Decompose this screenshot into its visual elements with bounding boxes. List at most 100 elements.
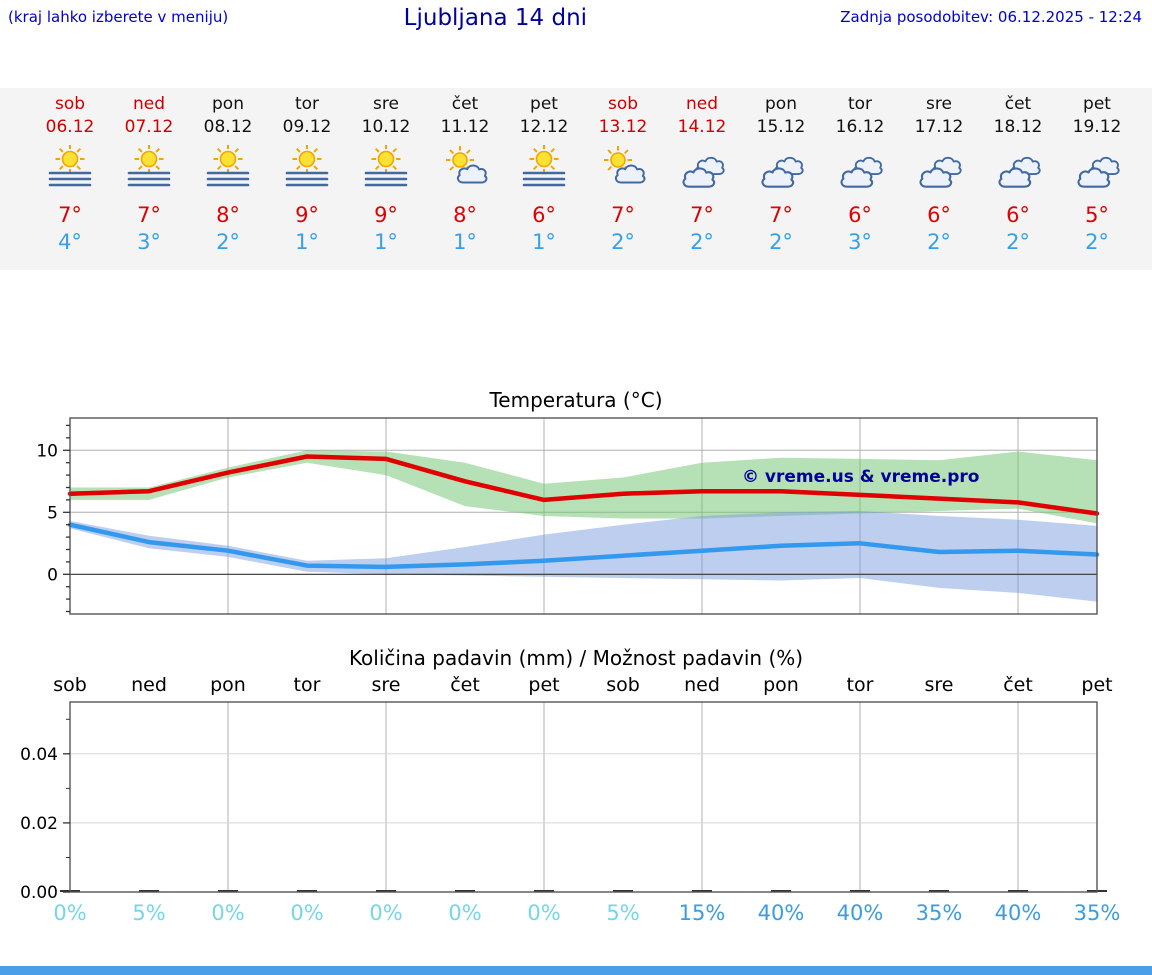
day-date: 07.12 [124,117,174,137]
sun-cloud-icon [425,145,505,193]
high-temp: 7° [769,203,793,227]
day-name: pon [765,94,797,114]
forecast-day[interactable]: sre 10.12 9° 1° [346,94,426,254]
day-name: čet [1004,94,1032,114]
precip-percent-label: 35% [915,901,963,925]
precip-day-label: ned [684,674,720,696]
precip-percent-label: 40% [836,901,884,925]
precip-day-label: tor [846,674,874,696]
forecast-day[interactable]: pet 12.12 6° 1° [504,94,584,254]
sun-fog-icon [267,144,347,193]
precip-percent-label: 35% [1073,901,1121,925]
cloudy-icon [741,145,821,193]
precip-day-label: sre [371,674,401,696]
sun-fog-icon [30,144,110,193]
svg-text:5: 5 [47,503,58,523]
day-date: 17.12 [914,117,964,137]
low-temp: 2° [216,230,240,254]
low-temp: 2° [927,230,951,254]
day-name: pon [212,94,244,114]
footer-bar [0,966,1152,975]
precip-day-label: sob [606,674,640,696]
day-name: sre [926,94,952,114]
day-date: 06.12 [45,117,95,137]
cloudy-icon [820,145,900,193]
forecast-day[interactable]: tor 16.12 6° 3° [820,94,900,254]
day-name: ned [132,94,166,114]
sun-cloud-icon [583,145,663,193]
svg-text:0.04: 0.04 [20,745,58,765]
page-title: Ljubljana 14 dni [403,5,588,31]
low-temp: 3° [137,230,161,254]
day-name: tor [847,94,873,114]
forecast-day[interactable]: sob 06.12 7° 4° [30,94,110,254]
precip-day-label: čet [1003,674,1033,696]
location-menu-hint: (kraj lahko izberete v meniju) [8,8,229,26]
high-temp: 8° [216,203,240,227]
day-date: 12.12 [519,117,569,137]
precip-percent-label: 0% [448,901,482,925]
low-temp: 2° [1085,230,1109,254]
day-name: sre [373,94,399,114]
high-temp: 7° [137,203,161,227]
forecast-day[interactable]: pon 08.12 8° 2° [188,94,268,254]
low-temp: 2° [690,230,714,254]
high-temp: 9° [374,203,398,227]
precip-day-labels: sob ned pon tor sre čet pet sob ned pon tor sre čet p… [0,674,1152,698]
forecast-day[interactable]: tor 09.12 9° 1° [267,94,347,254]
day-name: sob [607,94,639,114]
sun-fog-icon [346,144,426,193]
day-date: 16.12 [835,117,885,137]
day-date: 13.12 [598,117,648,137]
day-date: 19.12 [1072,117,1122,137]
low-temp: 1° [295,230,319,254]
forecast-strip: sob 06.12 7° 4° ned 07.12 7° 3° pon 08.1… [0,88,1152,270]
day-date: 10.12 [361,117,411,137]
sun-fog-icon [504,144,584,193]
high-temp: 7° [690,203,714,227]
low-temp: 4° [58,230,82,254]
forecast-day[interactable]: ned 14.12 7° 2° [662,94,742,254]
precip-percent-label: 0% [369,901,403,925]
forecast-day[interactable]: čet 11.12 8° 1° [425,94,505,254]
svg-text:0: 0 [47,565,58,585]
precip-day-label: pon [210,674,246,696]
day-name: pet [530,94,558,114]
cloudy-icon [899,145,979,193]
low-temp: 1° [453,230,477,254]
sun-fog-icon [188,144,268,193]
forecast-day[interactable]: čet 18.12 6° 2° [978,94,1058,254]
low-temp: 2° [611,230,635,254]
high-temp: 7° [58,203,82,227]
low-temp: 1° [532,230,556,254]
high-temp: 6° [927,203,951,227]
forecast-day[interactable]: pet 19.12 5° 2° [1057,94,1137,254]
svg-text:0.00: 0.00 [20,883,58,898]
cloudy-icon [662,145,742,193]
forecast-day[interactable]: sob 13.12 7° 2° [583,94,663,254]
low-temp: 2° [769,230,793,254]
forecast-day[interactable]: sre 17.12 6° 2° [899,94,979,254]
sun-fog-icon [109,144,189,193]
high-temp: 9° [295,203,319,227]
precip-percent-label: 40% [757,901,805,925]
precip-day-label: pet [1081,674,1113,696]
day-date: 11.12 [440,117,490,137]
precip-percent-label: 0% [211,901,245,925]
precip-day-label: sre [924,674,954,696]
forecast-day[interactable]: ned 07.12 7° 3° [109,94,189,254]
precip-day-label: ned [131,674,167,696]
day-date: 18.12 [993,117,1043,137]
high-temp: 8° [453,203,477,227]
precip-percent-label: 0% [290,901,324,925]
precip-day-label: sob [53,674,87,696]
svg-text:0.02: 0.02 [20,814,58,834]
forecast-day[interactable]: pon 15.12 7° 2° [741,94,821,254]
precip-percent-row: 0% 5% 0% 0% 0% 0% 0% 5% 15% 40% 40% 35% 40% 35% [0,901,1152,931]
temperature-chart-title: Temperatura (°C) [489,388,663,412]
day-name: čet [451,94,479,114]
low-temp: 2° [1006,230,1030,254]
low-temp: 3° [848,230,872,254]
cloudy-icon [978,145,1058,193]
cloudy-icon [1057,145,1137,193]
